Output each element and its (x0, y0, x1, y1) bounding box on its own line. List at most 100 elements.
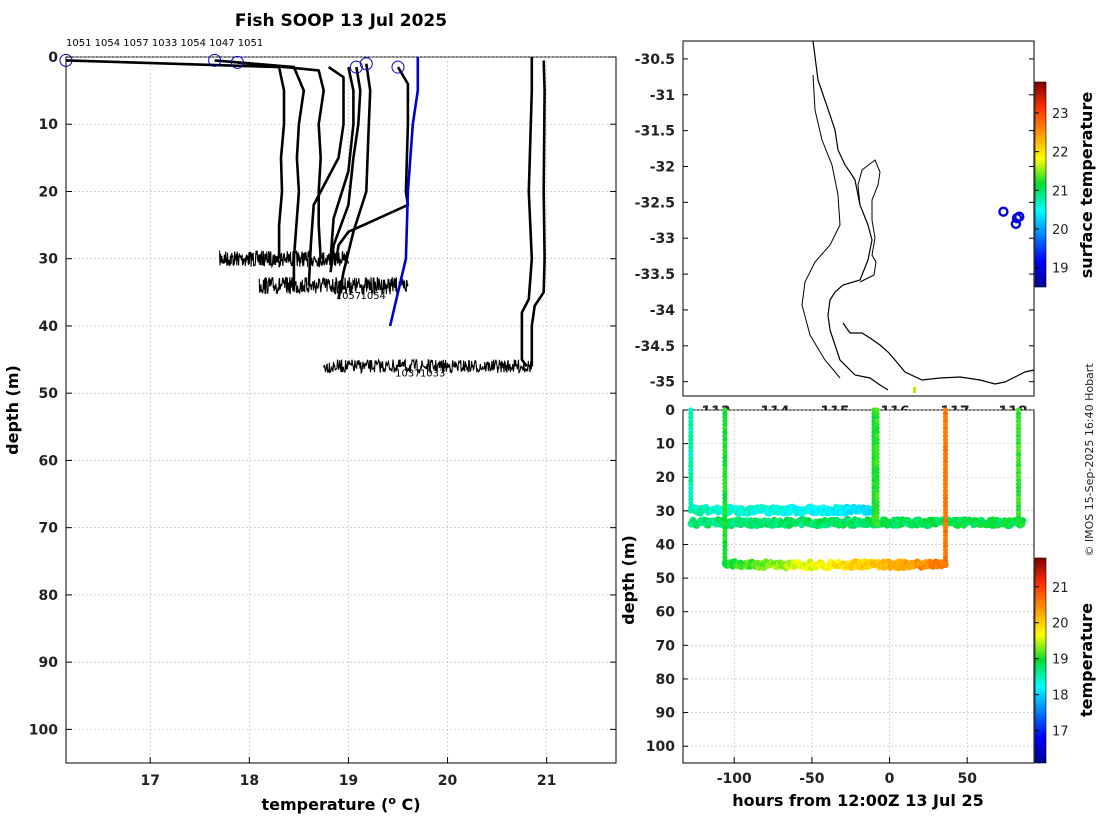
section-point (688, 444, 694, 450)
section-xlabel: hours from 12:00Z 13 Jul 25 (732, 791, 983, 810)
surface-marker (349, 60, 363, 74)
section-point (942, 466, 949, 472)
profile-noise-band (219, 250, 349, 269)
section-point (874, 436, 880, 443)
section-tick-label-y: 20 (656, 470, 676, 486)
profile-tick-label-y: 90 (39, 655, 59, 671)
section-tick-label-y: 40 (656, 537, 676, 553)
profile-tick-label-y: 70 (39, 521, 59, 537)
section-point (722, 503, 728, 509)
section-point (722, 429, 728, 435)
profile-tick-label-y: 40 (39, 319, 59, 335)
section-point (688, 470, 694, 477)
surface-marker (230, 55, 244, 69)
map-points (998, 206, 1025, 230)
profile-top-label-row: 1051 1054 1057 1033 1054 1047 1051 (66, 38, 263, 49)
section-tick-label-y: 100 (646, 739, 675, 755)
section-point (874, 407, 880, 413)
section-point (942, 444, 949, 450)
surface-markers (59, 53, 405, 74)
section-point (942, 422, 949, 428)
section-point (1015, 433, 1022, 439)
section-point (874, 521, 880, 527)
profile-inline-label: 1057 (336, 291, 361, 302)
section-point (1015, 455, 1022, 461)
map-tick-label-y: -32 (650, 160, 675, 176)
section-point (1015, 429, 1022, 435)
section-point (688, 500, 694, 506)
section-point (942, 521, 949, 527)
map-tick-label-y: -33 (650, 231, 675, 247)
profile-line (307, 66, 345, 286)
profile-line (237, 61, 325, 259)
profile-top-labels: 1051 1054 1057 1033 1054 1047 1051 (66, 38, 263, 49)
profile-line (329, 66, 355, 259)
section-point (722, 458, 728, 465)
section-point (722, 462, 728, 468)
profile-tick-label-y: 20 (39, 184, 59, 200)
section-point (688, 474, 694, 480)
section-point (688, 456, 694, 462)
section-point (942, 447, 949, 454)
surface-colorbar-tick-label: 22 (1052, 146, 1069, 161)
section-point (874, 507, 880, 513)
section-point (942, 551, 949, 557)
section-tick-label-y: 80 (656, 672, 676, 688)
section-point (874, 411, 880, 417)
map-tick-label-y: -35 (650, 375, 675, 391)
section-point (942, 492, 949, 498)
section-point (722, 433, 728, 439)
section-tick-label-x: 50 (957, 771, 977, 787)
section-point (874, 448, 880, 454)
section-point (874, 418, 880, 424)
section-point (874, 499, 880, 505)
surface-temperature-colorbar: 19 20 21 22 23 surface temperature (1034, 81, 1096, 288)
section-point (722, 466, 728, 472)
temperature-colorbar: 17 18 19 20 21 temperature (1034, 557, 1096, 764)
section-point (874, 488, 880, 494)
section-point (1015, 444, 1022, 450)
profile-ylabel: depth (m) (3, 365, 22, 455)
section-point (688, 489, 694, 495)
surface-marker (359, 57, 373, 71)
section-point (722, 447, 728, 454)
section-point (722, 521, 728, 527)
section-point (942, 543, 949, 549)
section-point (722, 418, 728, 424)
section-tick-label-x: -50 (799, 771, 825, 787)
section-grid (683, 409, 1034, 763)
section-point (1015, 488, 1022, 494)
section-point (942, 462, 949, 468)
section-point (874, 503, 880, 509)
surface-marker (208, 53, 222, 67)
section-point (1015, 462, 1022, 469)
profile-noise-band (323, 358, 533, 375)
section-point (942, 499, 949, 505)
section-point (722, 451, 728, 457)
section-point (688, 504, 694, 510)
map-panel: -30.5 -31 -31.5 -32 -32.5 -33 -33.5 -34 -34.5 -35… (635, 40, 1035, 420)
section-point (688, 437, 694, 443)
section-point (688, 463, 694, 469)
profile-tick-label-x: 17 (140, 773, 159, 789)
credit-text: © IMOS 15-Sep-2025 16:40 Hobart (1083, 363, 1096, 557)
profile-tick-label-y: 10 (39, 117, 59, 133)
section-point (942, 532, 949, 538)
temperature-colorbar-ticks: 17 18 19 20 21 (1035, 581, 1069, 740)
section-point (942, 517, 949, 524)
section-point (1015, 496, 1022, 502)
profile-line (214, 59, 306, 286)
section-point (874, 440, 880, 446)
section-point (688, 493, 694, 499)
section-point (942, 558, 949, 564)
surface-marker (391, 60, 405, 74)
map-tick-label-y: -31 (650, 88, 675, 104)
section-point (874, 477, 880, 483)
temperature-colorbar-tick-label: 18 (1052, 689, 1069, 704)
section-point (722, 470, 728, 476)
section-point (942, 411, 949, 417)
section-point (942, 458, 949, 465)
profile-line (388, 57, 420, 327)
section-tick-label-y: 50 (656, 571, 676, 587)
section-point (722, 414, 728, 420)
